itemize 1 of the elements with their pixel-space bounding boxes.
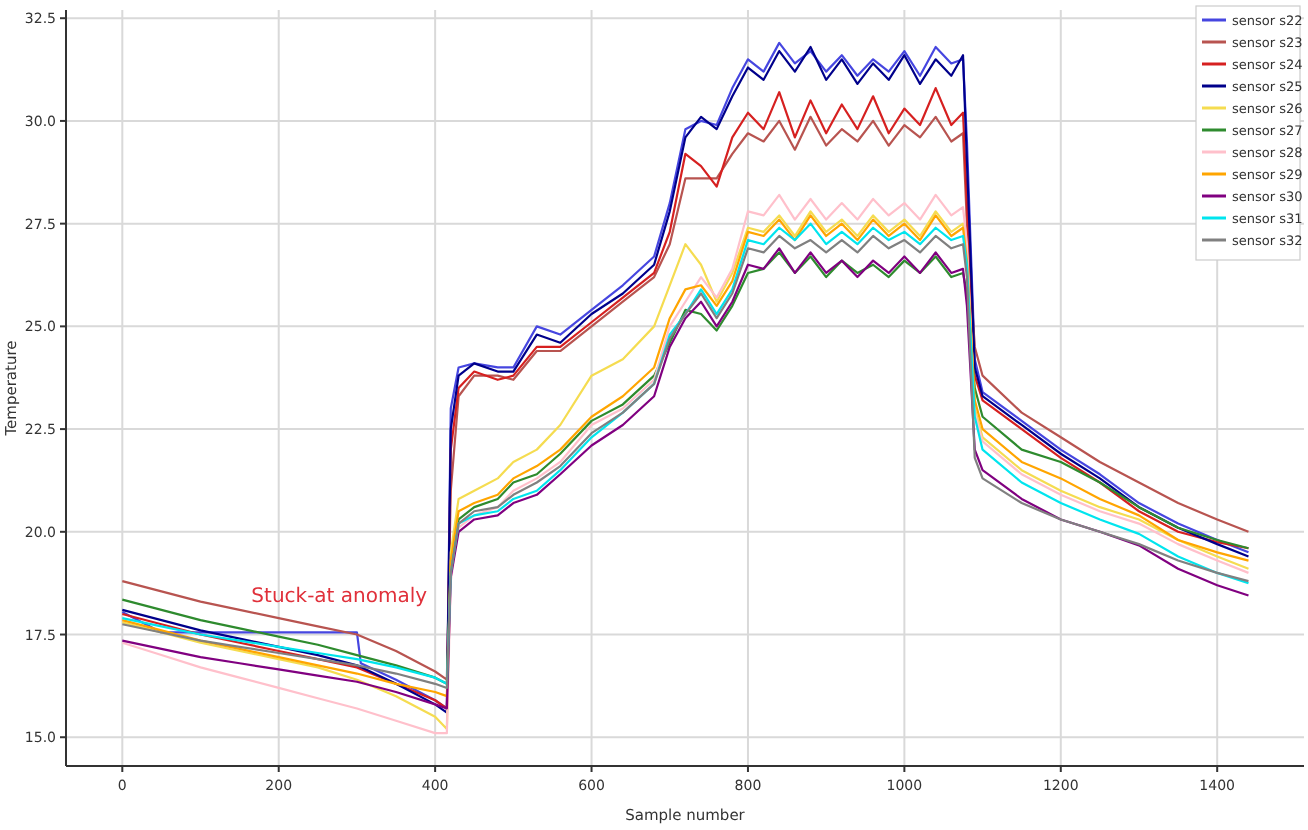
- annotation: Stuck-at anomaly: [251, 585, 428, 608]
